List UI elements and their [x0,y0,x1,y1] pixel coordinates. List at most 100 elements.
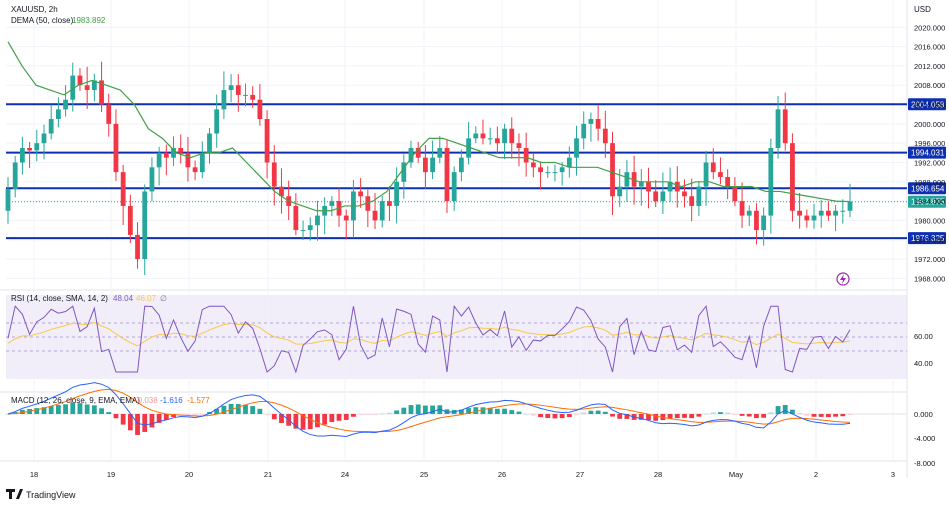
macd-histogram-bar [135,414,140,435]
candle-body [840,210,846,212]
candle-body [401,162,407,182]
macd-histogram-bar [487,407,493,414]
candle-body [185,152,191,168]
macd-histogram-bar [566,414,572,418]
price-tick-label: 1996.000 [914,139,945,148]
macd-histogram-bar [782,405,788,414]
rsi-pane [6,304,907,374]
macd-histogram-bar [199,414,205,415]
price-tick-label: 2020.000 [914,23,945,32]
candle-body [660,191,666,202]
time-axis[interactable]: 18 19 20 21 24 25 26 27 28 May 2 3 [30,470,895,479]
macd-histogram-bar [185,414,191,416]
candle-body [667,181,673,192]
macd-histogram-bar [163,414,169,420]
macd-histogram-bar [559,414,565,419]
candle-body [718,172,723,177]
time-tick-label: 21 [264,470,272,479]
candle-body [77,75,83,86]
macd-pane [5,382,907,437]
candle-body [113,123,119,173]
rsi-level-60: 60.00 [914,332,933,341]
macd-histogram-bar [617,414,623,419]
macd-histogram-bar [523,413,529,415]
macd-histogram-bar [63,404,68,414]
tradingview-logo[interactable]: TradingView [6,489,76,500]
candle-body [343,215,349,221]
candle-body [847,201,853,211]
macd-legend-label: MACD (12, 26, close, 9, EMA, EMA) [11,396,140,405]
candle-body [746,210,752,216]
candle-body [163,152,169,158]
candle-body [826,210,831,216]
rsi-line [7,304,851,374]
macd-histogram-bar [458,409,464,414]
candle-body [833,210,839,216]
price-level-tag [908,232,946,245]
macd-level-minus4: -4.000 [914,434,935,443]
candle-body [768,148,774,216]
candle-body [243,94,248,96]
macd-histogram-bar [847,414,853,416]
macd-line-value: -1.616 [160,396,183,405]
candle-body [595,119,601,129]
price-axis[interactable]: 2020.000 2016.000 2012.000 2008.000 2004.000… [914,23,945,283]
candle-body [653,191,659,202]
macd-histogram-bar [408,405,414,414]
candle-body [732,186,738,202]
macd-histogram-bar [5,414,11,415]
price-tick-label: 1976.000 [914,236,945,245]
candle-body [552,172,558,174]
macd-histogram-bar [552,414,558,419]
candle-body [63,99,68,110]
macd-histogram-bar [84,404,90,414]
candle-body [365,196,371,211]
dema-legend-value: 1983.892 [72,16,106,25]
macd-histogram-bar [682,414,687,418]
macd-histogram-bar [315,414,320,428]
macd-histogram-bar [228,403,234,414]
candle-body [41,133,47,144]
macd-histogram-bar [106,412,112,414]
macd-histogram-bar [739,414,745,416]
price-tick-label: 1988.000 [914,178,945,187]
price-tick-label: 2016.000 [914,43,945,52]
dema-legend-label: DEMA (50, close) [11,16,74,25]
price-level-tag [908,182,946,195]
candle-body [271,162,277,187]
macd-histogram-bar [703,413,709,415]
candle-body [430,157,435,173]
macd-signal-line [7,388,851,433]
candle-body [5,189,11,211]
candle-body [797,210,803,216]
candle-body [581,123,587,139]
candle-body [178,148,184,153]
candle-body [264,119,270,163]
candle-body [754,210,759,231]
macd-histogram-bar [387,412,392,414]
candle-body [739,201,745,216]
macd-histogram-bar [214,408,220,414]
macd-histogram-bar [55,405,61,414]
rsi-level-40: 40.00 [914,359,933,368]
candle-body [696,186,702,206]
macd-histogram-bar [545,414,551,419]
macd-histogram-bar [322,414,328,425]
candle-body [646,181,651,192]
macd-histogram-bar [358,414,364,415]
macd-histogram-bar [746,414,752,417]
macd-histogram-bar [149,414,155,428]
price-level-tag [908,146,946,159]
candle-body [559,167,565,173]
rsi-legend-value: 48.04 [113,294,134,303]
price-tick-label: 2000.000 [914,120,945,129]
macd-histogram-bar [624,414,630,419]
macd-histogram-bar [588,410,594,414]
candle-body [120,172,126,206]
lightning-icon[interactable] [836,272,850,286]
macd-histogram-bar [401,407,407,414]
candle-body [199,152,205,173]
candle-body [466,138,471,158]
candle-body [602,128,608,144]
